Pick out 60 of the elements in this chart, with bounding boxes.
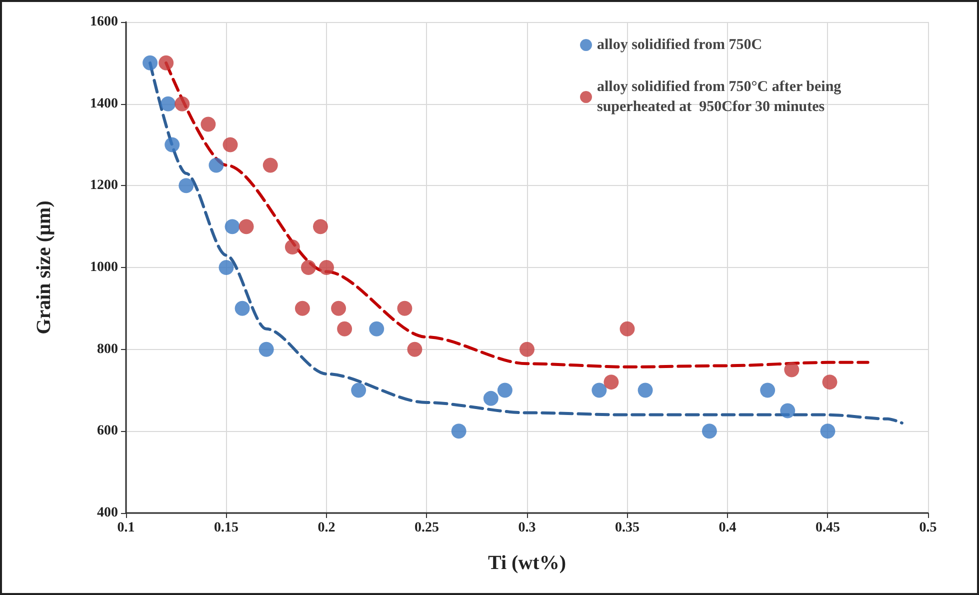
- point: [397, 300, 412, 316]
- x-tick-label: 0.15: [214, 520, 238, 536]
- point: [638, 382, 653, 398]
- y-tick-label: 1600: [90, 14, 118, 30]
- point: [702, 424, 717, 439]
- point: [178, 178, 194, 194]
- x-tick-label: 0.2: [318, 520, 336, 536]
- point: [258, 342, 274, 357]
- point: [592, 382, 607, 398]
- x-axis-title: Ti (wt%): [488, 552, 566, 574]
- point: [604, 374, 619, 390]
- point: [224, 219, 240, 234]
- x-tick-label: 0.1: [117, 520, 135, 536]
- x-tick-label: 0.3: [518, 520, 536, 536]
- point: [142, 55, 158, 70]
- point: [337, 321, 352, 336]
- point: [407, 342, 422, 357]
- point: [351, 382, 366, 398]
- point: [483, 390, 498, 406]
- point: [262, 158, 278, 173]
- legend-label: alloy solidified from 750°C after being superheated at 950Cfor 30 minutes: [597, 79, 845, 115]
- x-tick-label: 0.25: [414, 520, 439, 536]
- point: [284, 240, 300, 255]
- point: [331, 300, 346, 316]
- point: [451, 424, 466, 439]
- point: [234, 300, 250, 316]
- x-tick-label: 0.4: [718, 520, 736, 536]
- y-axis-title: Grain size (µm): [33, 200, 55, 334]
- y-tick-label: 1200: [90, 178, 118, 194]
- x-tick-label: 0.5: [919, 520, 937, 536]
- point: [174, 96, 190, 112]
- point: [760, 382, 776, 398]
- y-tick-label: 600: [97, 424, 118, 439]
- point: [620, 321, 635, 336]
- point: [218, 260, 234, 275]
- point: [158, 55, 174, 70]
- point: [822, 374, 838, 390]
- point: [820, 424, 836, 439]
- point: [300, 260, 316, 275]
- point: [222, 137, 238, 152]
- point: [294, 300, 310, 316]
- y-tick-label: 800: [97, 342, 118, 357]
- x-tick-label: 0.35: [615, 520, 640, 536]
- point: [238, 219, 254, 234]
- point: [200, 116, 216, 132]
- point: [780, 403, 796, 418]
- point: [313, 219, 328, 234]
- point: [784, 362, 800, 378]
- y-tick-label: 1000: [90, 260, 118, 275]
- point: [164, 137, 180, 152]
- point: [497, 382, 512, 398]
- y-tick-label: 400: [97, 506, 118, 520]
- point: [520, 342, 534, 357]
- x-tick-label: 0.45: [816, 520, 840, 536]
- y-tick-label: 1400: [90, 96, 118, 112]
- point: [208, 158, 224, 173]
- point: [319, 260, 334, 275]
- point: [160, 96, 176, 112]
- point: [369, 321, 384, 336]
- legend-label: alloy solidified from 750C: [597, 37, 762, 53]
